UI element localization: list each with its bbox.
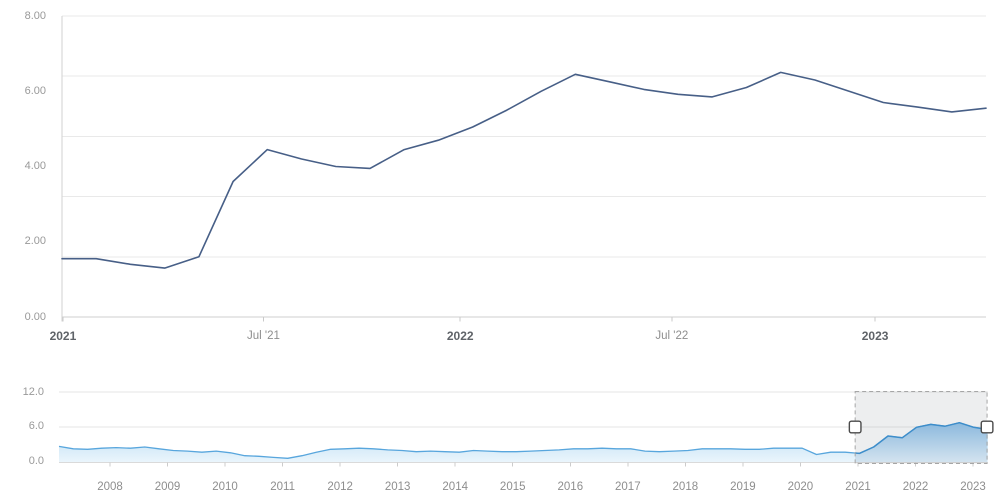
navigator-area-series[interactable] bbox=[59, 422, 988, 462]
navigator-x-label: 2012 bbox=[327, 481, 353, 493]
navigator-x-label: 2022 bbox=[902, 481, 929, 493]
y-axis-label: 4.00 bbox=[24, 160, 46, 172]
navigator-x-label: 2018 bbox=[672, 481, 699, 493]
x-axis-label: 2023 bbox=[861, 329, 889, 343]
x-axis-label: 2021 bbox=[49, 329, 77, 343]
navigator-x-label: 2008 bbox=[97, 481, 123, 493]
x-axis-label: Jul '21 bbox=[246, 330, 280, 342]
x-axis-label: 2022 bbox=[446, 329, 474, 343]
navigator-x-label: 2009 bbox=[154, 481, 181, 493]
range-navigator[interactable]: 12.0 6.0 0.0 2008 2009 2010 2011 2012 2013 2014 20… bbox=[0, 370, 1007, 501]
navigator-x-label: 2023 bbox=[960, 481, 986, 493]
navigator-x-label: 2013 bbox=[384, 481, 411, 493]
y-axis-label: 6.00 bbox=[24, 84, 46, 97]
navigator-x-label: 2019 bbox=[730, 481, 756, 493]
navigator-y-label: 6.0 bbox=[28, 420, 44, 433]
y-axis-label: 8.00 bbox=[24, 9, 46, 22]
y-axis-label: 2.00 bbox=[24, 235, 46, 248]
navigator-x-label: 2020 bbox=[787, 481, 814, 493]
navigator-handle-left[interactable] bbox=[848, 420, 862, 434]
main-chart[interactable]: 8.00 6.00 4.00 2.00 0.00 2021 Jul '21 2022 Jul '… bbox=[0, 0, 1007, 370]
main-chart-canvas[interactable] bbox=[0, 0, 1007, 370]
navigator-y-label: 0.0 bbox=[28, 455, 44, 467]
navigator-x-label: 2014 bbox=[442, 481, 468, 493]
navigator-handle-right[interactable] bbox=[980, 420, 994, 434]
navigator-canvas[interactable] bbox=[0, 370, 1007, 501]
navigator-x-label: 2011 bbox=[270, 481, 295, 493]
navigator-x-label: 2017 bbox=[615, 481, 641, 493]
y-axis-label: 0.00 bbox=[24, 310, 46, 323]
navigator-area-outline bbox=[58, 422, 989, 459]
navigator-selected-series bbox=[855, 421, 988, 462]
x-axis-label: Jul '22 bbox=[655, 330, 689, 342]
navigator-x-label: 2015 bbox=[499, 481, 526, 493]
navigator-x-label: 2016 bbox=[557, 481, 584, 493]
navigator-y-label: 12.0 bbox=[22, 385, 44, 398]
price-line-series[interactable] bbox=[61, 71, 987, 269]
navigator-x-label: 2021 bbox=[845, 481, 871, 493]
navigator-x-label: 2010 bbox=[212, 481, 238, 493]
